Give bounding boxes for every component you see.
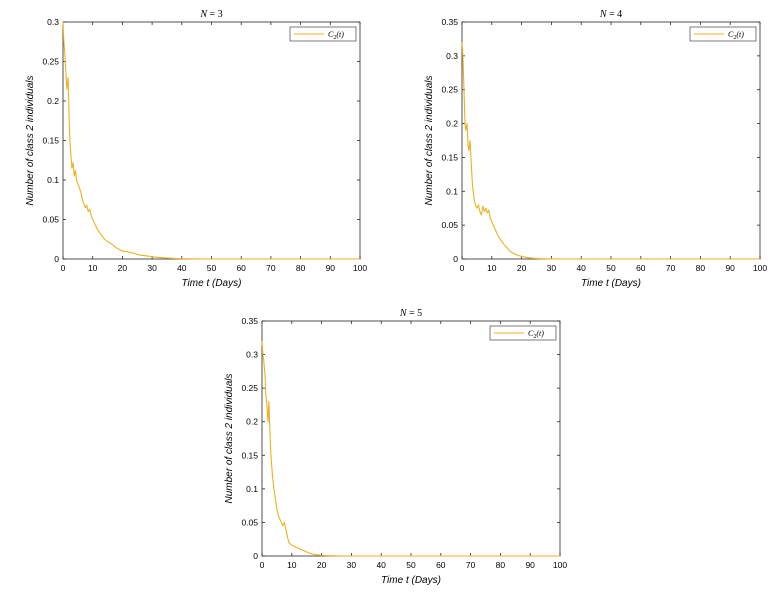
x-tick-label: 30 [147,263,157,273]
x-tick-label: 10 [287,560,297,570]
x-tick-label: 10 [88,263,98,273]
x-tick-label: 60 [636,263,646,273]
x-tick-label: 40 [177,263,187,273]
y-tick-label: 0 [54,254,59,264]
x-tick-label: 100 [553,560,567,570]
x-tick-label: 90 [725,263,735,273]
y-tick-label: 0.2 [47,96,59,106]
y-tick-label: 0.2 [246,417,258,427]
x-tick-label: 30 [547,263,557,273]
x-tick-label: 30 [347,560,357,570]
x-tick-label: 90 [525,560,535,570]
x-tick-label: 80 [296,263,306,273]
legend-label: C2(t) [328,30,344,41]
y-tick-label: 0.35 [441,17,458,27]
series-line-c2 [261,341,560,557]
y-tick-label: 0.05 [42,215,59,225]
x-tick-label: 60 [436,560,446,570]
chart-panel-1: 0 10 20 30 40 50 60 70 80 90 100 0 0.05 0.1 0.15 0.2 0.2… [25,9,367,289]
y-tick-label: 0.05 [441,220,458,230]
y-tick-label: 0.1 [47,175,59,185]
y-tick-label: 0 [253,551,258,561]
y-tick-label: 0.15 [441,152,458,162]
x-tick-label: 40 [576,263,586,273]
x-tick-label: 80 [696,263,706,273]
x-tick-label: 70 [266,263,276,273]
x-tick-label: 90 [326,263,336,273]
x-axis-label: Time t (Days) [581,278,641,289]
x-tick-label: 60 [236,263,246,273]
plot-frame [461,21,761,260]
chart-title: N = 3 [199,9,222,20]
x-tick-label: 80 [496,560,506,570]
x-tick-label: 50 [406,560,416,570]
y-tick-label: 0.15 [42,136,59,146]
x-tick-label: 20 [118,263,128,273]
x-tick-label: 70 [466,560,476,570]
x-tick-label: 10 [487,263,497,273]
y-tick-label: 0.2 [446,119,458,129]
legend-label: C2(t) [528,329,544,340]
y-axis-label: Number of class 2 individuals [424,75,435,205]
x-axis-label: Time t (Days) [182,278,242,289]
series-line-c2 [461,42,760,260]
y-tick-label: 0.3 [446,51,458,61]
y-tick-label: 0.25 [441,85,458,95]
y-tick-label: 0.1 [446,186,458,196]
plot-frame [62,21,361,260]
y-tick-label: 0.35 [241,316,258,326]
y-tick-label: 0.3 [47,17,59,27]
chart-panel-2: 0 10 20 30 40 50 60 70 80 90 100 0 0.05 0.1 0.15 0.2 0.2… [424,9,767,289]
plot-frame [261,320,561,557]
y-tick-label: 0.25 [241,383,258,393]
x-tick-label: 0 [460,263,465,273]
x-tick-label: 40 [376,560,386,570]
y-axis-label: Number of class 2 individuals [25,75,36,205]
legend-label: C2(t) [728,30,744,41]
x-axis-label: Time t (Days) [381,575,441,586]
x-tick-label: 100 [753,263,767,273]
x-tick-label: 100 [353,263,367,273]
y-tick-label: 0.15 [241,450,258,460]
legend: C2(t) [489,325,557,341]
y-tick-label: 0.25 [42,57,59,67]
x-tick-label: 70 [666,263,676,273]
x-tick-label: 50 [207,263,217,273]
x-tick-label: 0 [61,263,66,273]
legend: C2(t) [289,26,357,42]
y-tick-label: 0.05 [241,517,258,527]
x-tick-label: 20 [517,263,527,273]
y-tick-label: 0.1 [246,484,258,494]
series-line-c2 [62,21,360,260]
x-tick-label: 0 [260,560,265,570]
y-tick-label: 0 [453,254,458,264]
chart-title: N = 4 [599,9,622,20]
x-tick-label: 50 [606,263,616,273]
y-axis-label: Number of class 2 individuals [224,373,235,503]
chart-panel-3: 0 10 20 30 40 50 60 70 80 90 100 0 0.05 0.1 0.15 0.2 0.2… [224,308,567,586]
chart-title: N = 5 [399,308,422,319]
y-tick-label: 0.3 [246,350,258,360]
x-tick-label: 20 [317,560,327,570]
legend: C2(t) [689,26,757,42]
